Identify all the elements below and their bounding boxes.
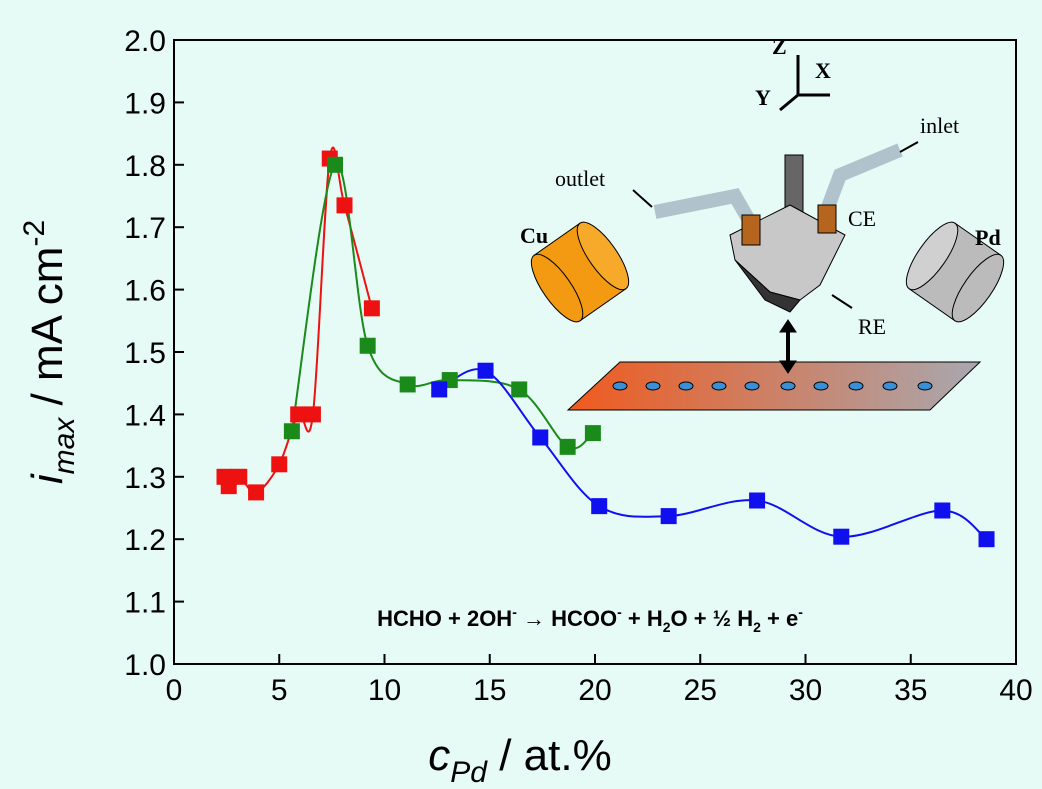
data-point	[284, 423, 300, 439]
data-point	[560, 439, 576, 455]
y-tick-label: 1.9	[124, 87, 166, 120]
y-tick-label: 1.3	[124, 462, 166, 495]
data-point	[833, 529, 849, 545]
inset-label: Y	[755, 85, 771, 110]
y-tick-label: 1.6	[124, 275, 166, 308]
data-point	[585, 425, 601, 441]
inset-label: CE	[848, 206, 876, 231]
y-tick-label: 1.0	[124, 649, 166, 682]
data-point	[934, 502, 950, 518]
inset-label: Pd	[975, 225, 1001, 250]
data-point	[327, 157, 343, 173]
data-point	[337, 197, 353, 213]
x-tick-label: 5	[271, 674, 288, 707]
y-tick-label: 1.5	[124, 337, 166, 370]
x-tick-label: 15	[473, 674, 506, 707]
data-point	[231, 469, 247, 485]
x-tick-label: 25	[684, 674, 717, 707]
y-tick-label: 1.4	[124, 399, 166, 432]
data-point	[532, 429, 548, 445]
x-tick-label: 30	[789, 674, 822, 707]
inset-label: RE	[858, 314, 886, 339]
data-point	[290, 406, 306, 422]
x-tick-label: 0	[166, 674, 183, 707]
x-tick-label: 35	[894, 674, 927, 707]
data-point	[364, 300, 380, 316]
data-point	[271, 456, 287, 472]
x-tick-label: 20	[578, 674, 611, 707]
y-tick-label: 1.2	[124, 524, 166, 557]
x-tick-label: 40	[999, 674, 1032, 707]
data-point	[591, 498, 607, 514]
y-tick-label: 1.7	[124, 212, 166, 245]
inset-label: Cu	[520, 223, 548, 248]
inset-label: inlet	[920, 113, 959, 138]
data-point	[478, 363, 494, 379]
data-point	[400, 376, 416, 392]
data-point	[305, 406, 321, 422]
data-point	[360, 338, 376, 354]
y-tick-label: 1.1	[124, 587, 166, 620]
annotation: HCHO + 2OH- → HCOO- + H2O + ½ H2 + e-	[377, 604, 803, 635]
chart: 0 5 10 15 20 25 30 35 40 1.0 1.1 1.2 1.3 1.4 1.5 1.6 1.7…	[0, 0, 1042, 789]
data-point	[749, 493, 765, 509]
data-point	[248, 484, 264, 500]
data-point	[511, 381, 527, 397]
inset-label: outlet	[555, 166, 605, 191]
y-tick-label: 1.8	[124, 150, 166, 183]
data-point	[979, 531, 995, 547]
data-point	[661, 508, 677, 524]
x-tick-label: 10	[368, 674, 401, 707]
inset-label: X	[815, 58, 831, 83]
data-point	[431, 381, 447, 397]
inset-label: Z	[772, 34, 787, 59]
y-tick-label: 2.0	[124, 25, 166, 58]
